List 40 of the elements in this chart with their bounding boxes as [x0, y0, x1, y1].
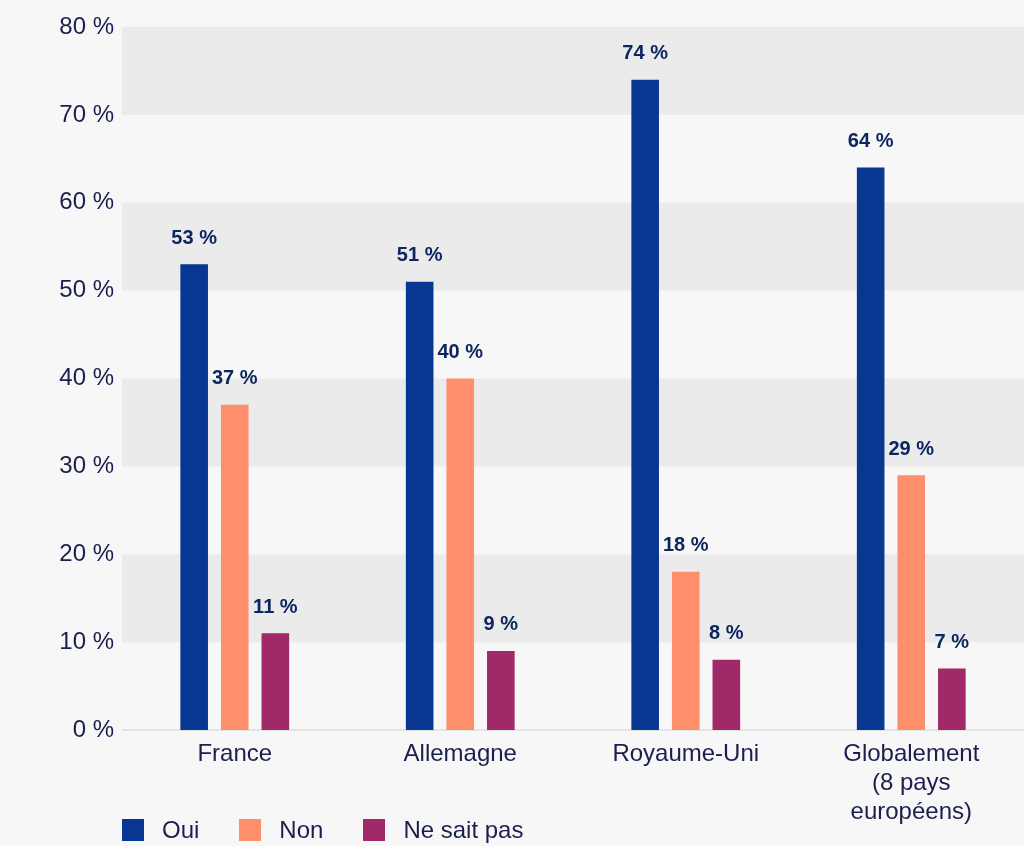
bar — [405, 281, 434, 730]
data-label: 18 % — [662, 533, 709, 556]
legend-label: Non — [279, 816, 324, 844]
data-label: 51 % — [396, 243, 443, 266]
x-tick-label: Globalement (8 pays européens) — [843, 739, 980, 824]
bar — [938, 668, 966, 730]
x-tick-label: Royaume-Uni — [612, 739, 760, 767]
y-tick-label: 0 % — [72, 714, 114, 742]
x-tick-label: France — [197, 739, 273, 767]
y-tick-label: 50 % — [59, 275, 114, 303]
bar — [712, 659, 741, 730]
y-tick-label: 80 % — [59, 11, 114, 39]
y-tick-label: 40 % — [59, 363, 114, 391]
data-label: 11 % — [253, 594, 298, 617]
bar — [261, 633, 290, 730]
bar — [671, 571, 700, 730]
y-tick-label: 60 % — [59, 187, 114, 215]
data-label: 9 % — [483, 612, 519, 635]
y-tick-label: 20 % — [59, 538, 114, 566]
data-label: 53 % — [171, 225, 218, 248]
data-label: 64 % — [847, 129, 894, 152]
legend-label: Ne sait pas — [403, 816, 524, 844]
data-label: 37 % — [211, 366, 258, 389]
data-label: 7 % — [934, 630, 970, 652]
data-label: 40 % — [437, 340, 484, 363]
bar — [631, 79, 659, 730]
bar — [446, 378, 475, 730]
data-label: 8 % — [709, 621, 744, 644]
bar — [487, 650, 515, 730]
y-tick-label: 30 % — [59, 451, 114, 478]
bar — [180, 264, 208, 730]
legend-label: Oui — [162, 816, 200, 844]
y-tick-label: 10 % — [59, 626, 114, 654]
bar — [220, 404, 249, 730]
bar — [897, 475, 926, 730]
y-tick-label: 70 % — [59, 99, 114, 127]
x-tick-label: Allemagne — [403, 739, 517, 767]
data-label: 74 % — [622, 41, 669, 64]
data-label: 29 % — [888, 436, 935, 459]
bar — [856, 167, 885, 730]
